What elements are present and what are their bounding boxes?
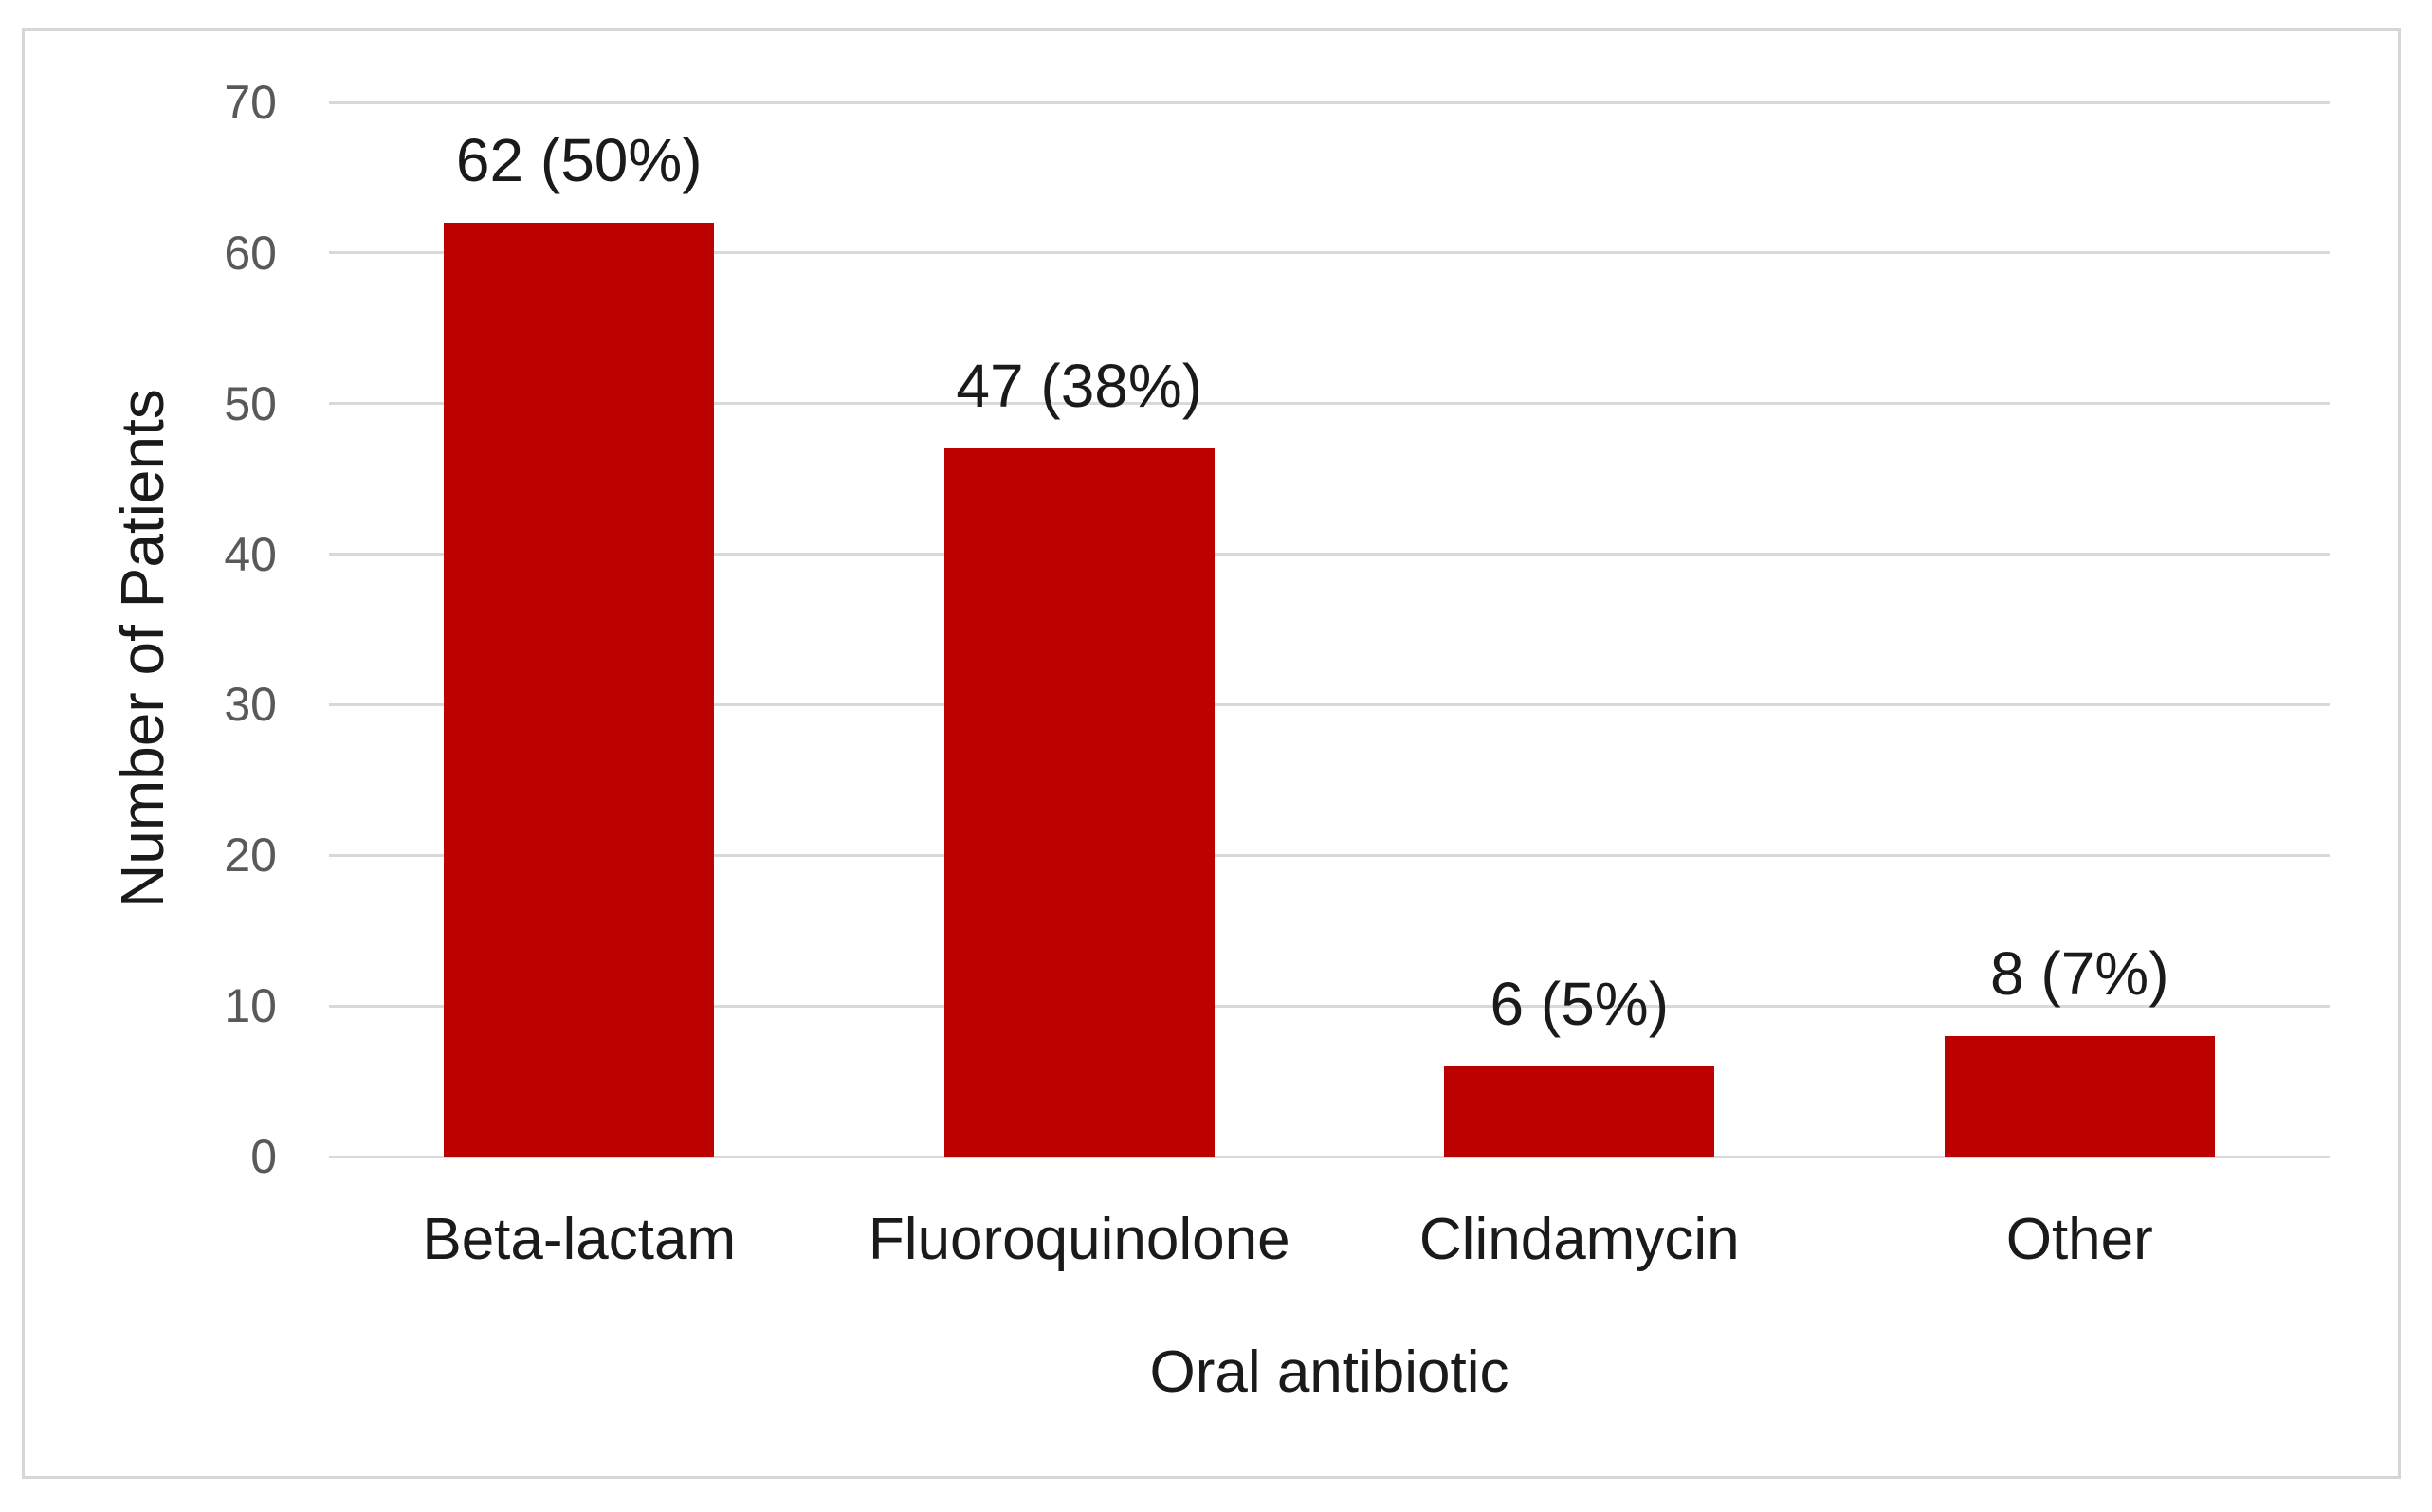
y-tick-label-30: 30 bbox=[224, 678, 277, 732]
x-tick-label-other: Other bbox=[2005, 1207, 2153, 1272]
y-tick-label-70: 70 bbox=[224, 76, 277, 129]
bar-value-label: 6 (5%) bbox=[1490, 969, 1670, 1038]
gridline-10 bbox=[329, 1004, 2330, 1008]
y-tick-label-0: 0 bbox=[250, 1130, 277, 1183]
x-tick-label-beta-lactam: Beta-lactam bbox=[422, 1207, 737, 1272]
bar-value-label: 8 (7%) bbox=[1990, 938, 2169, 1008]
y-tick-label-20: 20 bbox=[224, 829, 277, 883]
gridline-60 bbox=[329, 251, 2330, 255]
bar-fluoroquinolone bbox=[943, 448, 1215, 1157]
bar-value-label: 47 (38%) bbox=[956, 352, 1203, 421]
y-tick-label-40: 40 bbox=[224, 527, 277, 581]
y-tick-label-10: 10 bbox=[224, 979, 277, 1033]
bar-beta-lactam bbox=[444, 223, 715, 1157]
bar-other bbox=[1944, 1035, 2215, 1157]
gridline-70 bbox=[329, 100, 2330, 104]
y-axis-title: Number of Patients bbox=[108, 389, 176, 908]
bar-value-label: 62 (50%) bbox=[455, 126, 703, 195]
gridline-30 bbox=[329, 702, 2330, 706]
x-tick-label-fluoroquinolone: Fluoroquinolone bbox=[868, 1207, 1290, 1272]
gridline-20 bbox=[329, 853, 2330, 857]
gridline-50 bbox=[329, 402, 2330, 406]
y-tick-label-50: 50 bbox=[224, 376, 277, 430]
bar-clindamycin bbox=[1444, 1066, 1715, 1157]
y-tick-label-60: 60 bbox=[224, 226, 277, 280]
x-tick-label-clindamycin: Clindamycin bbox=[1418, 1207, 1740, 1272]
x-axis-title: Oral antibiotic bbox=[1149, 1339, 1509, 1405]
gridline-40 bbox=[329, 553, 2330, 556]
gridline-0 bbox=[329, 1155, 2330, 1158]
